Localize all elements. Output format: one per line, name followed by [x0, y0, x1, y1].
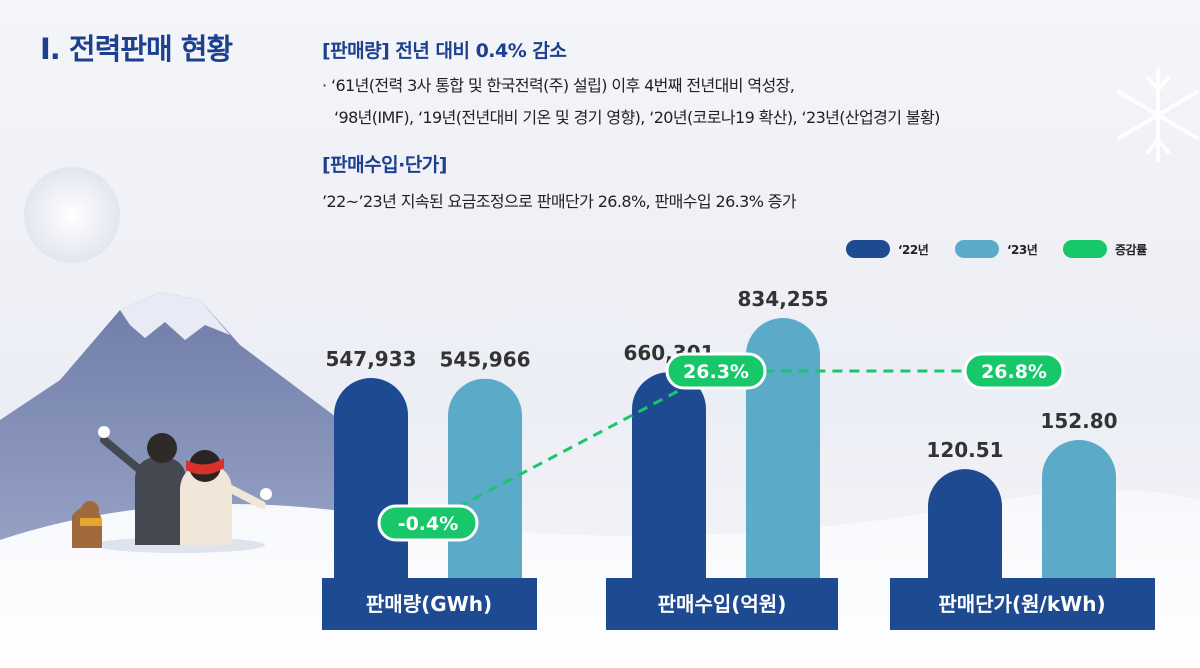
bar-2022 — [928, 469, 1002, 578]
section-heading-revenue-price: [판매수입·단가] — [322, 154, 447, 176]
bars-layer — [334, 318, 1116, 578]
category-band — [890, 578, 1155, 630]
bar-2023 — [1042, 440, 1116, 578]
value-label: 834,255 — [737, 287, 828, 311]
category-label: 판매단가(원/kWh) — [938, 592, 1105, 616]
change-rate-badge — [665, 352, 767, 390]
snowflake-icon — [1117, 68, 1199, 162]
bar-2023 — [746, 318, 820, 578]
value-label: 152.80 — [1040, 409, 1117, 433]
value-label: 545,966 — [439, 348, 530, 372]
moon — [24, 167, 120, 263]
category-band — [606, 578, 838, 630]
people-illustration — [72, 426, 272, 553]
category-label: 판매수입(억원) — [658, 592, 787, 616]
category-bands — [322, 578, 1155, 630]
legend-label: 증감률 — [1115, 242, 1147, 257]
section-text: · ‘61년(전력 3사 통합 및 한국전력(주) 설립) 이후 4번째 전년대… — [322, 76, 795, 95]
section-heading-sales-volume: [판매량] 전년 대비 0.4% 감소 — [322, 40, 567, 62]
change-rate-badge — [963, 352, 1065, 390]
legend-item-2023: ‘23년 — [955, 240, 1038, 258]
change-rate-badge — [377, 504, 479, 542]
bar-2022 — [632, 372, 706, 578]
legend-item-change-rate: 증감률 — [1063, 240, 1147, 258]
section-text: ’22~’23년 지속된 요금조정으로 판매단가 26.8%, 판매수입 26.… — [322, 192, 797, 211]
mountain-snowcap — [120, 292, 230, 340]
change-rate-label: 26.8% — [981, 361, 1047, 383]
legend-item-2022: ‘22년 — [846, 240, 929, 258]
legend-swatch — [955, 240, 999, 258]
change-rate-badges-layer: -0.4% 26.3% 26.8% — [377, 352, 1065, 542]
section-text: ‘98년(IMF), ‘19년(전년대비 기온 및 경기 영향), ‘20년(코… — [334, 108, 940, 127]
change-rate-label: -0.4% — [398, 513, 459, 535]
category-label: 판매량(GWh) — [366, 592, 492, 616]
legend-label: ‘22년 — [898, 242, 929, 257]
legend-swatch — [1063, 240, 1107, 258]
legend-label: ‘23년 — [1007, 242, 1038, 257]
change-rate-label: 26.3% — [683, 361, 749, 383]
value-label: 547,933 — [325, 347, 416, 371]
value-label: 120.51 — [926, 438, 1003, 462]
page-title: Ⅰ. 전력판매 현황 — [40, 32, 233, 66]
legend-swatch — [846, 240, 890, 258]
bar-2022 — [334, 378, 408, 578]
category-band — [322, 578, 537, 630]
